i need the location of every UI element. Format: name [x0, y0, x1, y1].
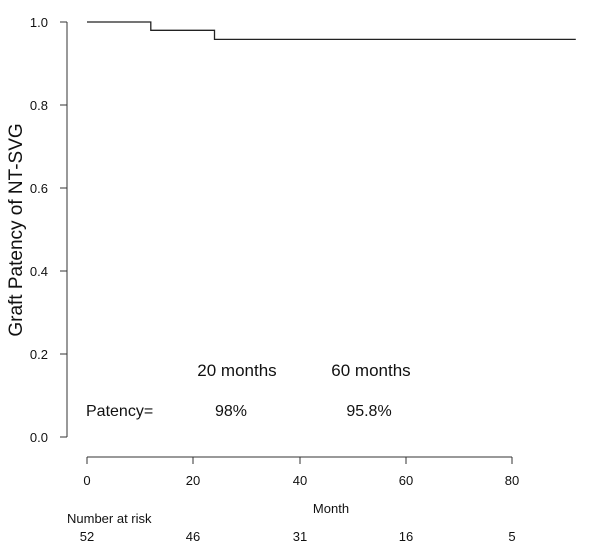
x-tick-label: 80 [505, 473, 519, 488]
risk-value: 52 [80, 529, 94, 544]
x-tick-label: 40 [293, 473, 307, 488]
y-tick-label: 0.0 [30, 430, 48, 445]
annotation-patency-60: 95.8% [346, 403, 391, 420]
x-tick-label: 60 [399, 473, 413, 488]
risk-value: 31 [293, 529, 307, 544]
x-tick-label: 20 [186, 473, 200, 488]
risk-value: 16 [399, 529, 413, 544]
risk-table-label: Number at risk [67, 511, 152, 526]
x-axis-label: Month [313, 501, 349, 516]
y-tick-label: 0.4 [30, 264, 48, 279]
x-ticks: 0 20 40 60 80 [83, 457, 519, 488]
y-axis-label: Graft Patency of NT-SVG [6, 123, 27, 336]
annotation-patency-20: 98% [215, 403, 247, 420]
risk-value: 5 [508, 529, 515, 544]
annotation-patency-label: Patency= [86, 403, 153, 420]
annotation-60-months: 60 months [331, 361, 410, 380]
y-tick-label: 0.8 [30, 98, 48, 113]
y-tick-label: 1.0 [30, 15, 48, 30]
y-tick-label: 0.2 [30, 347, 48, 362]
risk-value: 46 [186, 529, 200, 544]
y-tick-label: 0.6 [30, 181, 48, 196]
annotation-20-months: 20 months [197, 361, 276, 380]
km-survival-line [87, 21, 576, 41]
x-tick-label: 0 [83, 473, 90, 488]
y-ticks: 0.0 0.2 0.4 0.6 0.8 1.0 [30, 15, 67, 445]
